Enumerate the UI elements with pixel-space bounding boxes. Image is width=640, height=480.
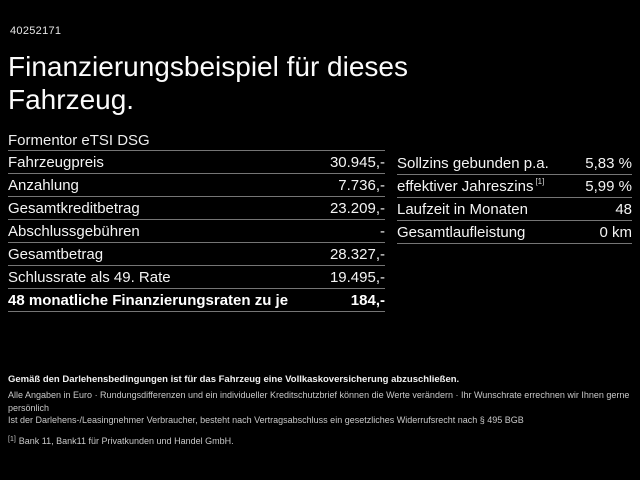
row-value: 0 km: [599, 223, 632, 241]
table-row-schlussrate: Schlussrate als 49. Rate 19.495,-: [8, 266, 385, 289]
row-value: 28.327,-: [329, 245, 385, 263]
row-value: -: [380, 222, 385, 240]
insurance-note: Gemäß den Darlehensbedingungen ist für d…: [8, 374, 460, 385]
table-row-gesamtlaufleistung: Gesamtlaufleistung 0 km: [397, 221, 632, 244]
footnote-reference: [1]: [535, 176, 545, 186]
disclaimer-line2: Ist der Darlehens-/Leasingnehmer Verbrau…: [8, 415, 524, 425]
row-label: Fahrzeugpreis: [8, 153, 104, 171]
row-label: effektiver Jahreszins [1]: [397, 176, 545, 195]
table-row-monatsrate: 48 monatliche Finanzierungsraten zu je 1…: [8, 289, 385, 312]
row-label: Gesamtbetrag: [8, 245, 104, 263]
row-label: Gesamtkreditbetrag: [8, 199, 140, 217]
row-value: 19.495,-: [329, 268, 385, 286]
row-value: 184,-: [350, 291, 385, 309]
disclaimer-line1: Alle Angaben in Euro · Rundungsdifferenz…: [8, 390, 630, 413]
model-name: Formentor eTSI DSG: [8, 131, 385, 151]
row-value: 48: [615, 200, 632, 218]
conditions-table: Sollzins gebunden p.a. 5,83 % effektiver…: [397, 152, 632, 244]
table-row-fahrzeugpreis: Fahrzeugpreis 30.945,-: [8, 151, 385, 174]
row-value: 30.945,-: [329, 153, 385, 171]
row-value: 23.209,-: [329, 199, 385, 217]
reference-number: 40252171: [10, 25, 62, 37]
table-row-gesamtbetrag: Gesamtbetrag 28.327,-: [8, 243, 385, 266]
table-row-anzahlung: Anzahlung 7.736,-: [8, 174, 385, 197]
row-label: Anzahlung: [8, 176, 79, 194]
footnote-text: Bank 11, Bank11 für Privatkunden und Han…: [18, 435, 234, 446]
table-row-laufzeit: Laufzeit in Monaten 48: [397, 198, 632, 221]
row-label: 48 monatliche Finanzierungsraten zu je: [8, 291, 289, 309]
footnote: [1] Bank 11, Bank11 für Privatkunden und …: [8, 436, 634, 446]
row-label: Schlussrate als 49. Rate: [8, 268, 171, 286]
legal-footer: Gemäß den Darlehensbedingungen ist für d…: [8, 374, 634, 446]
row-value: 5,83 %: [585, 154, 632, 172]
table-row-sollzins: Sollzins gebunden p.a. 5,83 %: [397, 152, 632, 175]
page-title-line2: Fahrzeug.: [8, 84, 135, 115]
table-row-effektiver-jahreszins: effektiver Jahreszins [1] 5,99 %: [397, 175, 632, 198]
row-label: Sollzins gebunden p.a.: [397, 154, 549, 172]
page-title-line1: Finanzierungsbeispiel für dieses: [8, 51, 408, 82]
row-label: Abschlussgebühren: [8, 222, 140, 240]
table-row-gesamtkreditbetrag: Gesamtkreditbetrag 23.209,-: [8, 197, 385, 220]
page-title: Finanzierungsbeispiel für dieses Fahrzeu…: [8, 50, 408, 116]
row-label: Gesamtlaufleistung: [397, 223, 526, 241]
row-value: 5,99 %: [585, 177, 632, 195]
row-value: 7.736,-: [338, 176, 385, 194]
finance-table: Formentor eTSI DSG Fahrzeugpreis 30.945,…: [8, 131, 385, 312]
footnote-marker: [1]: [8, 435, 16, 443]
row-label: Laufzeit in Monaten: [397, 200, 528, 218]
table-row-abschlussgebuehren: Abschlussgebühren -: [8, 220, 385, 243]
